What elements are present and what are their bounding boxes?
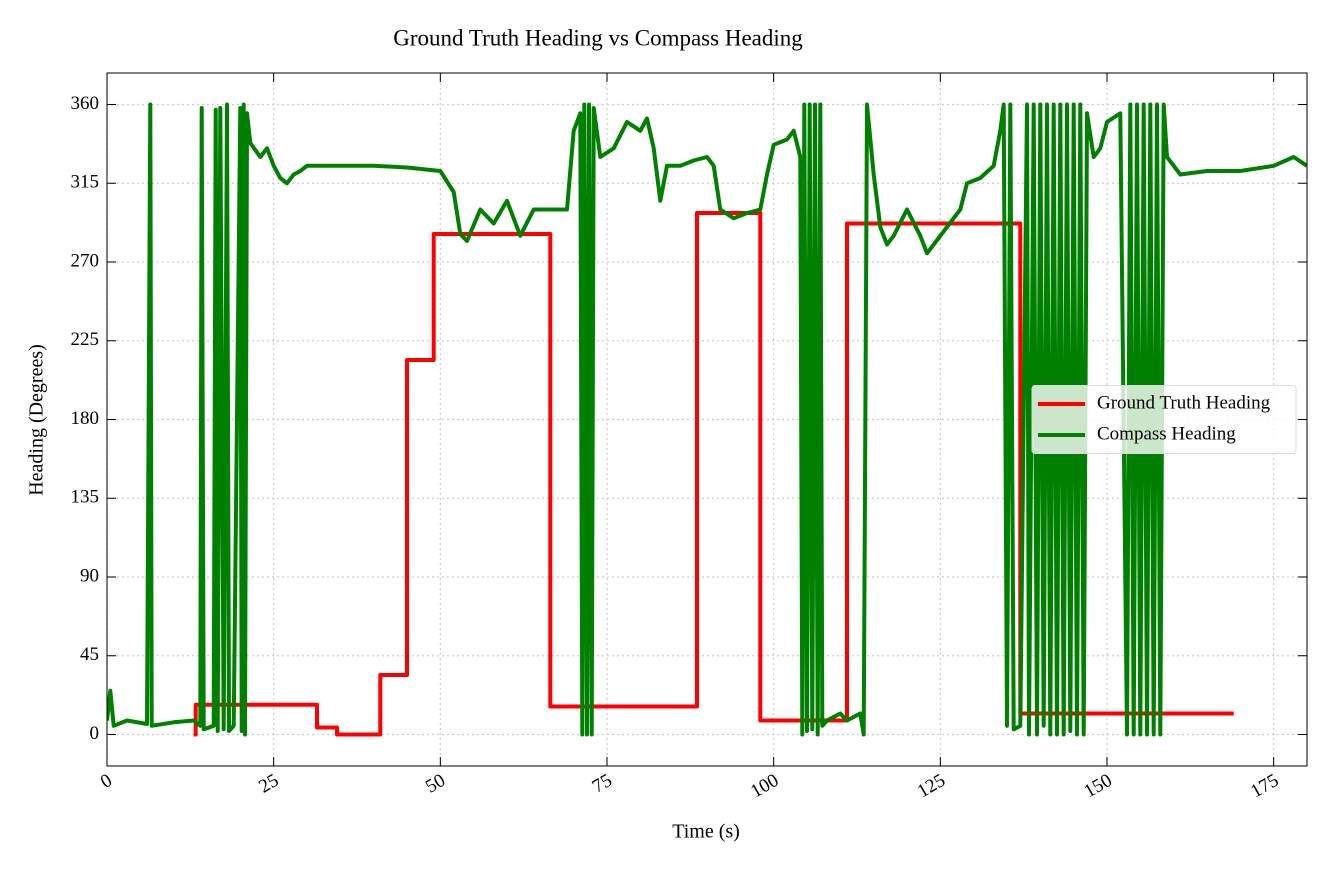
x-tick-label: 100 [747, 770, 782, 802]
legend: Ground Truth Heading Compass Heading [1031, 385, 1297, 454]
x-tick-label: 75 [589, 770, 616, 798]
y-tick-label: 0 [90, 723, 100, 744]
y-tick-label: 225 [71, 329, 100, 350]
y-tick-label: 180 [71, 408, 100, 429]
legend-box [1031, 385, 1297, 454]
x-tick-label: 125 [914, 770, 949, 802]
x-tick-label: 25 [255, 770, 282, 798]
y-tick-label: 315 [71, 172, 100, 193]
y-tick-label: 135 [71, 487, 100, 508]
plot-frame [106, 72, 1308, 767]
legend-label: Compass Heading [1097, 423, 1236, 444]
y-axis-label: Heading (Degrees) [26, 344, 48, 496]
x-axis-label: Time (s) [672, 821, 740, 843]
y-tick-label: 90 [80, 565, 99, 586]
series-line [193, 211, 1234, 737]
y-tick-label: 360 [71, 93, 100, 114]
x-tick-label: 0 [97, 770, 116, 793]
legend-label: Ground Truth Heading [1097, 392, 1271, 413]
series-line [107, 102, 1307, 737]
x-tick-label: 175 [1247, 770, 1282, 802]
y-tick-label: 270 [71, 250, 100, 271]
x-tick-label: 50 [422, 770, 449, 798]
x-tick-label: 150 [1080, 770, 1115, 802]
y-tick-label: 45 [80, 644, 99, 665]
chart-title: Ground Truth Heading vs Compass Heading [393, 25, 803, 50]
